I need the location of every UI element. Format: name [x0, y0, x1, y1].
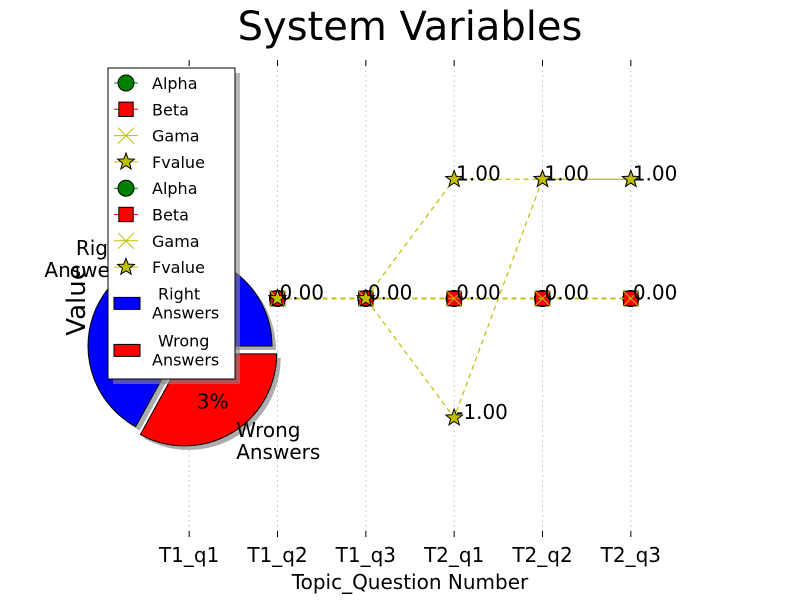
x-tick-label: T1_q3	[335, 543, 396, 567]
legend-marker	[117, 232, 135, 250]
legend-label: Wrong Answers	[152, 331, 219, 369]
legend-label: Alpha	[152, 179, 198, 198]
legend-marker	[116, 256, 136, 276]
legend-box	[107, 67, 236, 380]
legend-patch	[113, 296, 141, 310]
x-tick-label: T2_q2	[511, 543, 572, 567]
legend-label: Alpha	[152, 74, 198, 93]
pie-slice-percent: 3%	[197, 389, 229, 413]
legend-label: Beta	[152, 206, 189, 225]
legend-marker	[118, 206, 134, 223]
x-tick-label: T2_q3	[600, 543, 661, 567]
x-tick-labels: T1_q1 T1_q2 T1_q3 T2_q1 T2_q2 T2_q3	[158, 543, 661, 567]
series-layer	[267, 169, 641, 427]
x-tick-label: T2_q1	[423, 543, 484, 567]
data-label: 0.00	[368, 281, 413, 305]
legend-marker	[118, 101, 134, 117]
series-point	[532, 169, 553, 188]
legend-label: Fvalue	[152, 258, 205, 277]
legend-marker	[117, 179, 135, 197]
legend-label: Gama	[152, 127, 200, 146]
series-point	[356, 288, 376, 307]
data-label: 1.00	[456, 161, 501, 185]
legend-label: Gama	[152, 232, 200, 251]
grid	[188, 60, 632, 537]
chart-title: System Variables	[238, 4, 583, 50]
series-point	[445, 290, 463, 307]
series-point	[622, 290, 640, 307]
legend-label: Right Answers	[152, 284, 219, 322]
series-point	[444, 407, 464, 427]
data-label: 0.00	[456, 281, 501, 305]
legend-marker	[116, 151, 136, 171]
legend-patch	[113, 343, 141, 357]
series-point	[444, 169, 464, 188]
legend-marker	[117, 74, 135, 92]
data-label: 0.00	[545, 281, 590, 305]
data-label: 0.00	[633, 281, 678, 305]
legend-label: Fvalue	[152, 153, 205, 172]
data-labels: 0.00 0.00 0.00 0.00 0.00 1.00 1.00 1.00 -1.00	[280, 161, 678, 424]
x-axis-label: Topic_Question Number	[291, 570, 529, 594]
y-axis-label: Value	[62, 264, 92, 335]
data-label: 0.00	[280, 281, 325, 305]
x-tick-label: T1_q1	[158, 543, 219, 567]
pie-slice-label: Wrong Answers	[236, 418, 320, 464]
series-point	[534, 290, 551, 307]
data-label: 1.00	[633, 161, 678, 185]
data-label: 1.00	[545, 161, 590, 185]
data-label: -1.00	[456, 400, 508, 424]
series-point	[267, 288, 288, 307]
series-point	[621, 169, 641, 188]
legend-marker	[117, 127, 135, 144]
legend: Alpha Beta Gama Fvalue Alpha Beta Gama Fvalue Ri…	[107, 67, 240, 384]
x-tick-label: T1_q2	[246, 543, 307, 567]
legend-label: Beta	[152, 100, 189, 119]
